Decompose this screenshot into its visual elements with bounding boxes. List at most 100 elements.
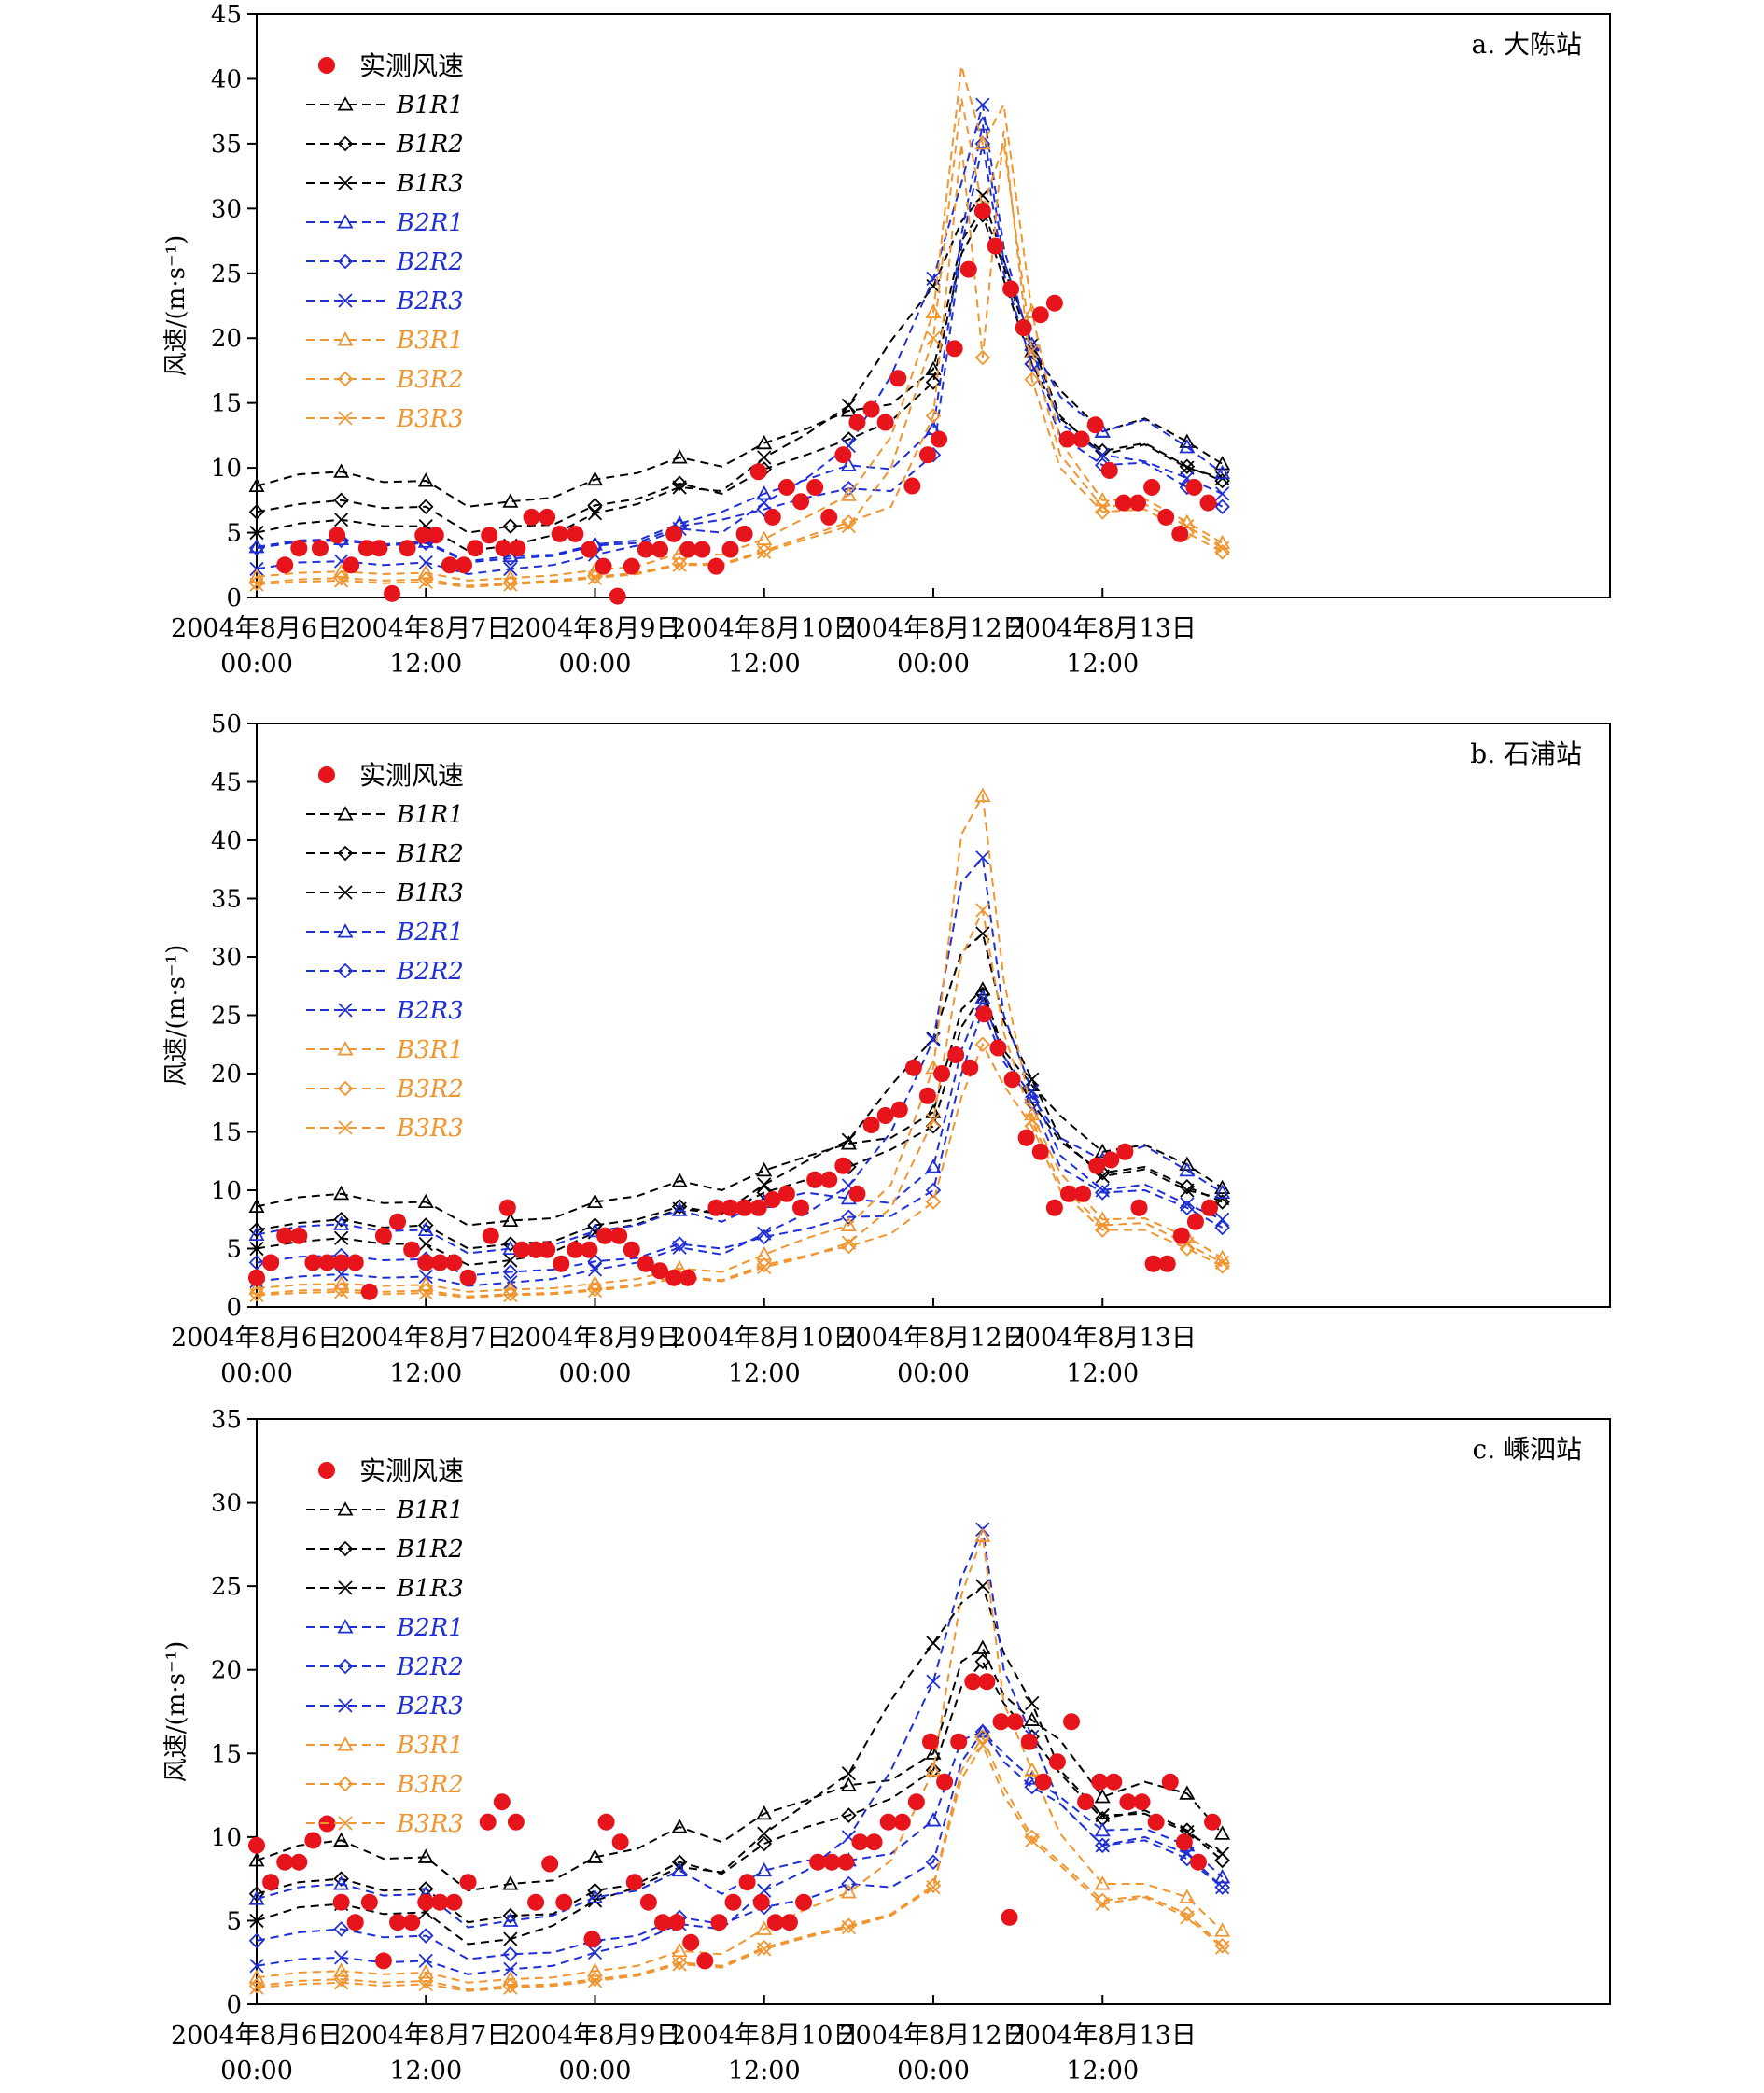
series-point-cross bbox=[672, 1240, 687, 1255]
observed-point bbox=[611, 1833, 629, 1851]
observed-point bbox=[1186, 1213, 1204, 1230]
legend-marker-cross bbox=[338, 1580, 353, 1595]
series-line bbox=[256, 1525, 1224, 1975]
x-tick-date-label: 2004年8月12日 bbox=[839, 1324, 1027, 1353]
observed-point bbox=[848, 414, 866, 431]
series-point-cross bbox=[503, 561, 518, 577]
series-point-triangle bbox=[417, 564, 434, 580]
series-line bbox=[256, 1646, 1224, 1892]
observed-point bbox=[1129, 494, 1147, 512]
series-point-triangle bbox=[417, 1221, 434, 1236]
legend: 实测风速 B1R1 B1R2 B1R3 B2R1 B2R2 B2R3 B3R1 B3R2 B3R3 bbox=[306, 1455, 464, 1838]
series-point-triangle bbox=[756, 1161, 773, 1177]
observed-point bbox=[583, 1931, 601, 1948]
observed-point bbox=[459, 1269, 477, 1286]
y-tick-label: 20 bbox=[211, 1061, 242, 1089]
series-line bbox=[256, 855, 1223, 1287]
observed-point bbox=[414, 527, 432, 544]
legend-marker-triangle bbox=[337, 1619, 354, 1634]
series-point-triangle bbox=[417, 1964, 434, 1979]
series-point-cross bbox=[1025, 1072, 1040, 1087]
series-point-cross bbox=[1025, 1084, 1040, 1099]
observed-series bbox=[248, 1673, 1222, 1970]
legend-marker-diamond bbox=[337, 962, 354, 979]
observed-point bbox=[389, 1213, 407, 1230]
observed-point bbox=[441, 556, 458, 574]
series-point-cross bbox=[757, 1177, 772, 1192]
series-point-cross bbox=[418, 1236, 433, 1252]
observed-point bbox=[792, 493, 810, 511]
observed-point bbox=[493, 1793, 511, 1811]
series-point-diamond bbox=[248, 540, 265, 556]
series-point-triangle bbox=[756, 1861, 773, 1877]
series-point-cross bbox=[1095, 447, 1110, 462]
series-point-triangle bbox=[756, 485, 773, 500]
observed-point bbox=[777, 1185, 795, 1202]
series-point-diamond bbox=[974, 1036, 991, 1053]
x-tick-date-label: 2004年8月10日 bbox=[670, 1324, 858, 1353]
observed-point bbox=[710, 1914, 728, 1931]
series-line bbox=[256, 1584, 1224, 1946]
legend-marker-triangle bbox=[337, 1501, 354, 1516]
observed-point bbox=[311, 540, 329, 557]
observed-point bbox=[964, 1673, 982, 1691]
series-point-diamond bbox=[925, 1117, 942, 1134]
series-point-diamond bbox=[1214, 1879, 1230, 1895]
observed-point bbox=[806, 478, 824, 496]
legend-marker-cross bbox=[338, 1816, 353, 1831]
series-point-diamond bbox=[333, 1211, 349, 1228]
series-point-diamond bbox=[1179, 1850, 1196, 1867]
series-point-cross bbox=[503, 1980, 518, 1995]
series-line bbox=[256, 1042, 1224, 1298]
series-point-triangle bbox=[248, 1890, 265, 1905]
series-B3R3 bbox=[249, 903, 1230, 1303]
series-point-triangle bbox=[756, 434, 773, 450]
x-tick-time-label: 12:00 bbox=[389, 1359, 462, 1388]
series-point-diamond bbox=[925, 374, 942, 390]
observed-point bbox=[1091, 1773, 1109, 1791]
series-point-diamond bbox=[974, 1653, 991, 1670]
series-point-diamond bbox=[417, 499, 434, 515]
observed-point bbox=[1102, 1151, 1120, 1169]
observed-point bbox=[973, 203, 991, 220]
series-point-diamond bbox=[1094, 442, 1111, 459]
series-point-triangle bbox=[1024, 1711, 1041, 1726]
observed-point bbox=[1144, 1255, 1162, 1272]
series-point-cross bbox=[503, 1931, 518, 1946]
series-point-diamond bbox=[841, 1875, 857, 1892]
observed-point bbox=[862, 1117, 880, 1133]
series-point-diamond bbox=[925, 1762, 942, 1778]
series-point-cross bbox=[757, 544, 772, 560]
series-point-triangle bbox=[333, 1832, 350, 1847]
series-point-cross bbox=[503, 1961, 518, 1977]
observed-point bbox=[276, 1853, 294, 1871]
legend: 实测风速 B1R1 B1R2 B1R3 B2R1 B2R2 B2R3 B3R1 B3R2 B3R3 bbox=[306, 760, 464, 1143]
x-tick-time-label: 12:00 bbox=[1066, 650, 1139, 679]
y-tick-label: 5 bbox=[226, 1907, 242, 1935]
observed-point bbox=[735, 1199, 753, 1216]
y-tick-label: 35 bbox=[211, 131, 242, 159]
x-tick-date-label: 2004年8月12日 bbox=[839, 614, 1027, 643]
series-point-diamond bbox=[333, 1871, 349, 1887]
observed-point bbox=[696, 1952, 714, 1970]
series-point-diamond bbox=[974, 135, 991, 152]
legend-label: B3R3 bbox=[396, 1810, 464, 1838]
series-point-triangle bbox=[974, 1527, 991, 1542]
legend-label: B3R1 bbox=[396, 327, 464, 355]
observed-point bbox=[551, 525, 568, 542]
observed-point bbox=[403, 1241, 421, 1258]
legend-marker-triangle bbox=[337, 214, 354, 229]
series-line bbox=[256, 906, 1224, 1299]
x-tick-time-label: 00:00 bbox=[897, 650, 970, 679]
observed-point bbox=[523, 508, 540, 526]
series-point-cross bbox=[757, 1226, 772, 1241]
series-point-cross bbox=[249, 1913, 264, 1929]
observed-point bbox=[553, 1255, 570, 1272]
legend-marker-cross bbox=[338, 176, 353, 190]
y-tick-label: 15 bbox=[211, 1740, 242, 1768]
observed-point bbox=[304, 1832, 322, 1849]
y-tick-label: 30 bbox=[211, 1490, 242, 1518]
y-tick-label: 20 bbox=[211, 1657, 242, 1685]
series-point-triangle bbox=[248, 1226, 265, 1241]
observed-point bbox=[431, 1893, 449, 1911]
